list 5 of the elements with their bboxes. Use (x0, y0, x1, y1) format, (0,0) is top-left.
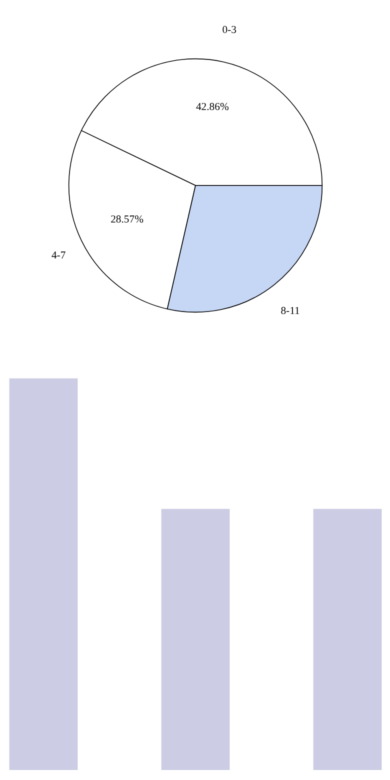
slice-label: 4-7 (51, 250, 66, 262)
data-label: 42.86% (196, 102, 229, 114)
data-label: 28.57% (110, 214, 144, 226)
slice-label: 8-11 (280, 306, 300, 318)
slice-label: 0-3 (222, 25, 236, 36)
